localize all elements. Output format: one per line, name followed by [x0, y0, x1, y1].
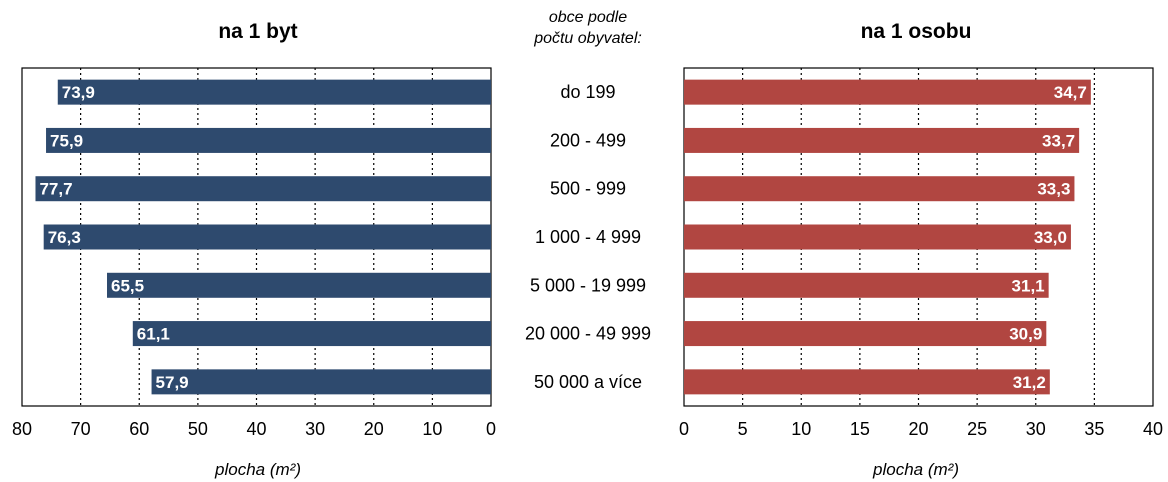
right-data-label: 30,9 — [1009, 325, 1042, 344]
category-label: 50 000 a více — [534, 372, 642, 392]
left-x-tick-label: 30 — [305, 419, 325, 439]
right-bar — [684, 369, 1050, 395]
left-x-axis-label: plocha (m²) — [214, 460, 301, 479]
right-x-tick-label: 30 — [1026, 419, 1046, 439]
right-bar — [684, 79, 1091, 105]
left-x-tick-label: 10 — [422, 419, 442, 439]
right-x-tick-label: 40 — [1143, 419, 1163, 439]
right-data-label: 34,7 — [1054, 83, 1087, 102]
left-data-label: 61,1 — [137, 325, 170, 344]
category-label: 1 000 - 4 999 — [535, 227, 641, 247]
left-bar — [107, 272, 491, 298]
right-data-label: 31,2 — [1013, 373, 1046, 392]
left-x-tick-label: 50 — [188, 419, 208, 439]
left-data-label: 76,3 — [48, 228, 81, 247]
category-label: 5 000 - 19 999 — [530, 275, 646, 295]
right-x-tick-label: 20 — [908, 419, 928, 439]
right-x-tick-label: 15 — [850, 419, 870, 439]
category-label: 500 - 999 — [550, 179, 626, 199]
category-label: 200 - 499 — [550, 130, 626, 150]
right-chart-title: na 1 osobu — [861, 20, 972, 43]
right-bar — [684, 321, 1047, 347]
left-data-label: 57,9 — [156, 373, 189, 392]
left-data-label: 65,5 — [111, 276, 144, 295]
category-label: do 199 — [560, 82, 615, 102]
left-x-tick-label: 80 — [12, 419, 32, 439]
right-bar — [684, 272, 1049, 298]
left-x-tick-label: 70 — [71, 419, 91, 439]
right-data-label: 33,7 — [1042, 131, 1075, 150]
right-x-tick-label: 10 — [791, 419, 811, 439]
left-bar — [132, 321, 491, 347]
right-data-label: 31,1 — [1012, 276, 1045, 295]
right-data-label: 33,3 — [1037, 180, 1070, 199]
left-data-label: 73,9 — [62, 83, 95, 102]
right-x-tick-label: 25 — [967, 419, 987, 439]
right-data-label: 33,0 — [1034, 228, 1067, 247]
left-x-tick-label: 0 — [486, 419, 496, 439]
left-bar — [35, 176, 491, 202]
left-bar — [151, 369, 491, 395]
categories-title-line1: obce podle — [549, 9, 627, 26]
left-x-tick-label: 60 — [129, 419, 149, 439]
category-label: 20 000 - 49 999 — [525, 324, 651, 344]
left-bar — [57, 79, 491, 105]
left-x-tick-label: 20 — [364, 419, 384, 439]
left-data-label: 77,7 — [39, 180, 72, 199]
right-x-axis-label: plocha (m²) — [872, 460, 959, 479]
right-x-tick-label: 5 — [738, 419, 748, 439]
right-bar — [684, 224, 1071, 250]
right-bar — [684, 176, 1075, 202]
categories-title-line2: počtu obyvatel: — [533, 30, 642, 47]
left-bar — [43, 224, 491, 250]
right-x-tick-label: 0 — [679, 419, 689, 439]
left-bar — [46, 127, 491, 153]
left-x-tick-label: 40 — [246, 419, 266, 439]
right-x-tick-label: 35 — [1084, 419, 1104, 439]
left-data-label: 75,9 — [50, 131, 83, 150]
right-bar — [684, 127, 1080, 153]
left-chart-title: na 1 byt — [218, 20, 297, 43]
